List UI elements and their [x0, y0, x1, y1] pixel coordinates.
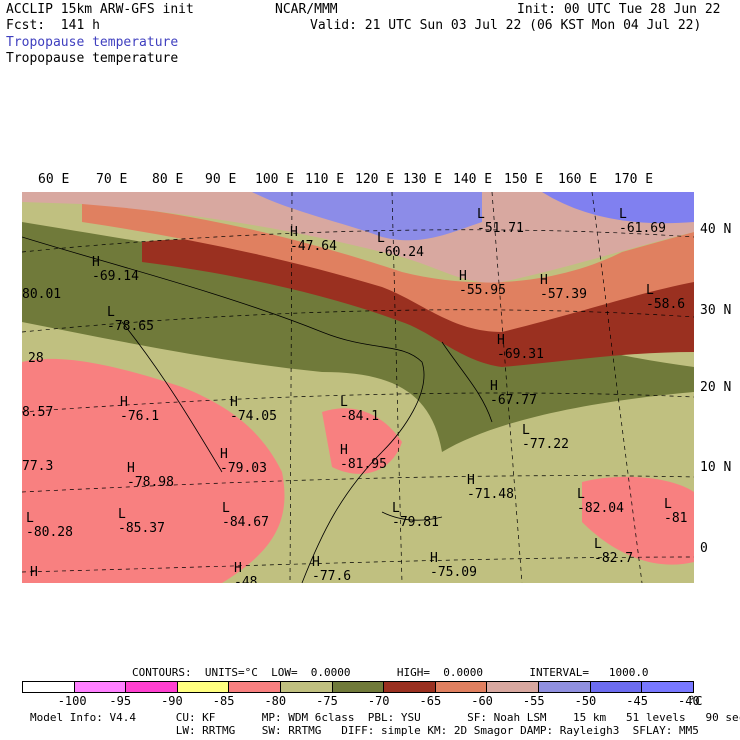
lon-label: 110 E: [305, 172, 345, 187]
legend-swatch: [332, 682, 385, 692]
map-label: H -76.1: [120, 395, 160, 424]
map-label: L -82.04: [577, 487, 624, 516]
forecast-hour: Fcst: 141 h: [6, 18, 100, 33]
map-label: H -71.48: [467, 473, 514, 502]
legend-swatch: [74, 682, 127, 692]
lat-label: 10 N: [700, 460, 732, 475]
lon-label: 100 E: [255, 172, 295, 187]
map-label: L -61.69: [619, 207, 666, 236]
lon-label: 80 E: [152, 172, 184, 187]
legend-swatch: [229, 682, 282, 692]
lat-label: 0: [700, 541, 708, 556]
legend-tick-label: -50: [574, 694, 597, 708]
map-label: H -48: [234, 561, 258, 584]
model-title: ACCLIP 15km ARW-GFS init: [6, 2, 194, 17]
legend-swatch: [177, 682, 230, 692]
map-label: H -67.77: [490, 379, 537, 408]
map-label: H -77.6: [312, 555, 352, 584]
lat-label: 20 N: [700, 380, 732, 395]
lon-label: 90 E: [205, 172, 237, 187]
legend-tick-label: -65: [419, 694, 442, 708]
map-label: L -78.65: [107, 305, 154, 334]
lon-label: 140 E: [453, 172, 493, 187]
legend-tick-label: -60: [471, 694, 493, 708]
legend-tick-label: -100: [57, 694, 87, 708]
legend-swatch: [590, 682, 643, 692]
map-label: L -77.22: [522, 423, 569, 452]
map-label: L -51.71: [477, 207, 524, 236]
map-shading: [22, 192, 694, 583]
lon-label: 170 E: [614, 172, 654, 187]
map-label: L -58.6: [646, 283, 686, 312]
legend-tick-label: -40: [678, 694, 700, 708]
field-name-shaded: Tropopause temperature: [6, 35, 179, 50]
map-label: H -69.31: [497, 333, 544, 362]
legend-swatch: [642, 682, 693, 692]
map-label: H -69.14: [92, 255, 139, 284]
map-label: L -84.67: [222, 501, 269, 530]
valid-time: Valid: 21 UTC Sun 03 Jul 22 (06 KST Mon …: [310, 18, 702, 33]
map-label: H -79.03: [220, 447, 267, 476]
map-label: L -84.1: [340, 395, 380, 424]
map-label: L -80.28: [26, 511, 73, 540]
legend-unit: °C: [688, 694, 703, 708]
map-label: H -78.98: [127, 461, 174, 490]
color-legend: [22, 681, 694, 693]
legend-tick-label: -90: [161, 694, 183, 708]
lon-label: 130 E: [403, 172, 443, 187]
legend-tick-label: -85: [212, 694, 235, 708]
legend-swatch: [281, 682, 333, 692]
map-label: H -55.95: [459, 269, 506, 298]
legend-swatch: [384, 682, 436, 692]
map-label: L -79.81: [392, 501, 439, 530]
model-info-line2: LW: RRTMG SW: RRTMG DIFF: simple KM: 2D …: [30, 724, 699, 737]
map-label: H: [30, 565, 38, 580]
tropopause-temperature-map: H -47.64 L -60.24 L -51.71 L -61.69 H -69.14 …: [22, 192, 694, 583]
lon-label: 150 E: [504, 172, 544, 187]
map-label: 77.3: [22, 459, 54, 474]
map-label: L -60.24: [377, 231, 424, 260]
legend-swatch: [539, 682, 591, 692]
map-label: H -75.09: [430, 551, 477, 580]
model-info-line1: Model Info: V4.4 CU: KF MP: WDM 6class P…: [30, 711, 740, 724]
legend-tick-label: -80: [264, 694, 287, 708]
legend-tick-label: -95: [109, 694, 132, 708]
map-label: 80.01: [22, 287, 62, 302]
map-label: L -82.7: [594, 537, 634, 566]
map-label: H -74.05: [230, 395, 277, 424]
map-label: L -85.37: [118, 507, 165, 536]
init-time: Init: 00 UTC Tue 28 Jun 22: [517, 2, 721, 17]
lon-label: 70 E: [96, 172, 128, 187]
legend-swatch: [435, 682, 488, 692]
lat-label: 40 N: [700, 222, 732, 237]
lon-label: 60 E: [38, 172, 70, 187]
legend-tick-label: -55: [522, 694, 545, 708]
legend-swatch: [23, 682, 75, 692]
legend-tick-label: -70: [367, 694, 390, 708]
field-name-contour: Tropopause temperature: [6, 51, 179, 66]
lat-label: 30 N: [700, 303, 732, 318]
map-label: H -81.95: [340, 443, 387, 472]
org-label: NCAR/MMM: [275, 2, 338, 17]
legend-tick-label: -75: [316, 694, 338, 708]
map-label: H -57.39: [540, 273, 587, 302]
legend-tick-label: -45: [626, 694, 648, 708]
lon-label: 160 E: [558, 172, 598, 187]
map-label: 28: [28, 351, 44, 366]
map-label: 8.57: [22, 405, 54, 420]
legend-swatch: [126, 682, 178, 692]
map-label: L -81: [664, 497, 688, 526]
contours-info: CONTOURS: UNITS=°C LOW= 0.0000 HIGH= 0.0…: [132, 666, 649, 679]
lon-label: 120 E: [355, 172, 395, 187]
legend-swatch: [487, 682, 540, 692]
map-label: H -47.64: [290, 225, 337, 254]
